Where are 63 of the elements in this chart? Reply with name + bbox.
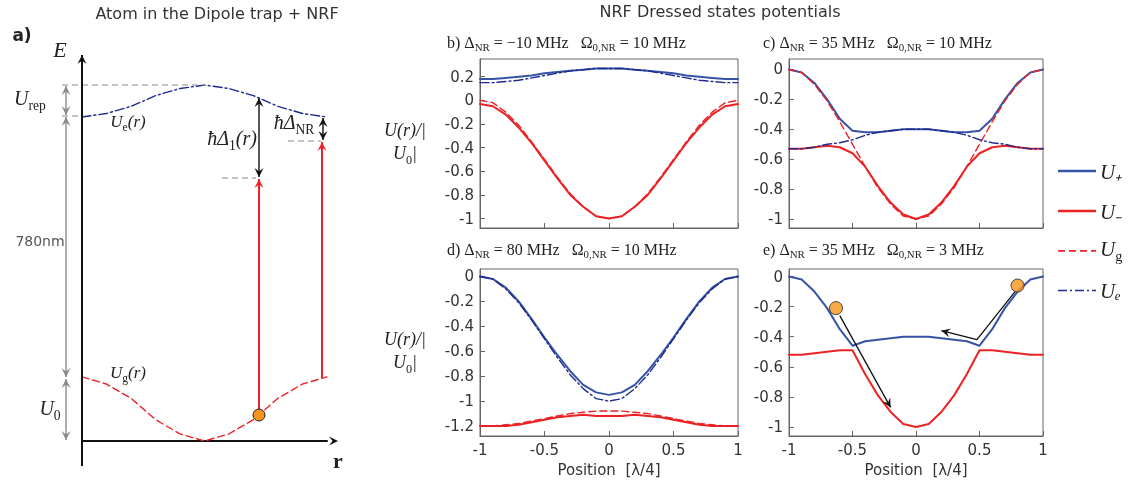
line-series <box>788 128 1044 150</box>
series-label: U$_{e}$(r) <box>110 111 146 134</box>
chart-title: b) Δ$_{NR}$ = −10 MHz Ω$_{0,NR}$ = 10 MHz <box>447 33 686 54</box>
y-tick-label: -0.6 <box>444 162 474 181</box>
line-series <box>788 68 1044 220</box>
legend-label: U$_{g}$ <box>1100 236 1123 265</box>
y-tick-label: -1 <box>768 417 783 436</box>
y-tick-label: -0.6 <box>753 357 783 376</box>
y-tick-label: -0.8 <box>753 180 783 199</box>
x-tick-label: 0 <box>911 440 921 459</box>
legend-label: U₊ <box>1100 158 1123 185</box>
y-axis-title: U(r)/|U$_{0}$| <box>383 327 427 378</box>
y-tick-label: 0 <box>773 60 783 79</box>
y-tick-label: -0.4 <box>444 317 474 336</box>
text: a) <box>12 24 32 45</box>
legend-label: Uₑ <box>1100 278 1121 304</box>
y-tick-label: -1 <box>768 210 783 229</box>
y-tick-label: -0.2 <box>444 292 474 311</box>
y-tick-label: -0.6 <box>444 342 474 361</box>
y-tick-label: -1.2 <box>444 417 474 436</box>
y-tick-label: -1 <box>459 209 474 228</box>
y-tick-label: -0.4 <box>444 138 474 157</box>
text: NRF Dressed states potentials <box>599 2 841 21</box>
text: U$_{rep}$ <box>14 86 46 113</box>
chart-title: c) Δ$_{NR}$ = 35 MHz Ω$_{0,NR}$ = 10 MHz <box>763 33 992 54</box>
chart-title: e) Δ$_{NR}$ = 35 MHz Ω$_{0,NR}$ = 3 MHz <box>763 240 984 261</box>
series-label: U$_{g}$(r) <box>109 362 147 385</box>
y-tick-label: -0.6 <box>753 150 783 169</box>
x-tick-label: -0.5 <box>529 440 560 459</box>
line-series <box>788 68 1044 134</box>
y-tick-label: -0.4 <box>753 327 783 346</box>
x-tick-label: 0.5 <box>967 440 992 459</box>
x-tick-label: 1 <box>1038 440 1048 459</box>
x-axis-title: r <box>333 448 343 473</box>
x-tick-label: 0.5 <box>661 440 686 459</box>
x-axis-title: Position [λ/4] <box>557 460 661 479</box>
line-series <box>788 349 1044 428</box>
y-axis-title: E <box>53 37 67 62</box>
y-tick-label: 0.2 <box>450 67 474 86</box>
text: U$_{0}$ <box>39 396 61 423</box>
x-tick-label: 1 <box>733 440 743 459</box>
y-tick-label: 0 <box>464 267 474 286</box>
y-tick-label: -0.2 <box>753 90 783 109</box>
legend-label: U₋ <box>1100 198 1123 225</box>
y-tick-label: -0.2 <box>753 297 783 316</box>
chart-title: d) Δ$_{NR}$ = 80 MHz Ω$_{0,NR}$ = 10 MHz <box>447 240 677 261</box>
y-tick-label: -0.4 <box>753 120 783 139</box>
y-tick-label: -0.8 <box>444 367 474 386</box>
x-axis-title: Position [λ/4] <box>864 460 968 479</box>
annotation: ħΔ$_{1}$(r) <box>207 126 257 153</box>
y-tick-label: -1 <box>459 392 474 411</box>
x-tick-label: 0 <box>604 440 614 459</box>
y-tick-label: 0 <box>464 91 474 110</box>
annotation: ħΔ$_{NR}$ <box>273 110 315 137</box>
y-tick-label: -0.8 <box>444 185 474 204</box>
y-tick-label: -0.8 <box>753 387 783 406</box>
chart-title: Atom in the Dipole trap + NRF <box>95 4 339 23</box>
y-axis-title: U(r)/|U$_{0}$| <box>383 118 427 169</box>
text: 780nm <box>15 233 65 249</box>
x-tick-label: -0.5 <box>837 440 868 459</box>
y-tick-label: -0.2 <box>444 115 474 133</box>
y-tick-label: 0 <box>773 267 783 286</box>
line-series <box>788 275 1044 347</box>
